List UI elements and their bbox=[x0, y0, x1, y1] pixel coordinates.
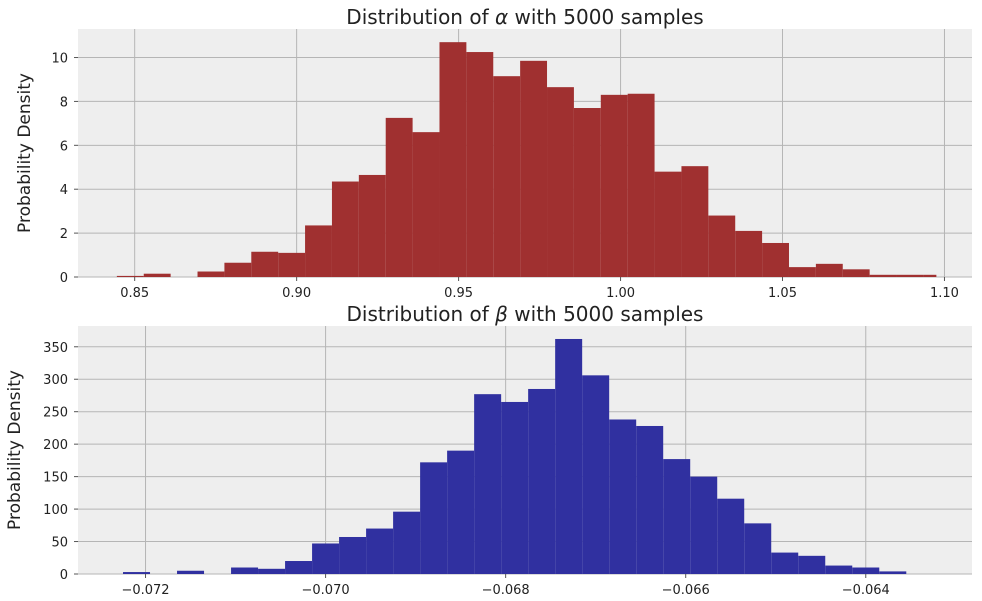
histogram-bar bbox=[798, 555, 826, 574]
histogram-bar bbox=[224, 262, 252, 277]
chart-title-suffix: with 5000 samples bbox=[508, 5, 704, 29]
histogram-bar bbox=[116, 275, 144, 277]
histogram-bar bbox=[278, 252, 306, 277]
x-tick-label: 0.90 bbox=[282, 286, 311, 301]
histogram-bar bbox=[393, 511, 421, 574]
chart-title-symbol: β bbox=[494, 302, 508, 326]
histogram-bar bbox=[358, 174, 386, 277]
histogram-bar bbox=[815, 263, 843, 277]
y-tick-label: 0 bbox=[60, 568, 68, 583]
histogram-bar bbox=[412, 132, 440, 277]
histogram-bar bbox=[663, 459, 691, 574]
histogram-bar bbox=[735, 230, 763, 277]
histogram-bar bbox=[681, 166, 709, 277]
histogram-bar bbox=[923, 274, 937, 277]
histogram-bar bbox=[528, 388, 556, 574]
histogram-bar bbox=[744, 523, 772, 574]
histogram-bar bbox=[609, 419, 637, 574]
y-tick-label: 4 bbox=[60, 183, 68, 198]
histogram-bar bbox=[331, 181, 359, 277]
x-tick-label: −0.070 bbox=[302, 583, 350, 598]
histogram-bar bbox=[771, 552, 799, 574]
histogram-bar bbox=[879, 571, 907, 574]
chart-panel-1: 0.85 0.90 0.95 1.00 1.05 1.10 0 2 4 6 8 10 Distribut… bbox=[15, 5, 972, 301]
y-tick-label: 200 bbox=[43, 438, 68, 453]
histogram-bar bbox=[420, 462, 448, 574]
histogram-bar bbox=[197, 271, 225, 277]
chart-title: Distribution of β with 5000 samples bbox=[347, 302, 704, 326]
histogram-bar bbox=[852, 567, 880, 574]
chart-title-prefix: Distribution of bbox=[347, 302, 496, 326]
x-tick-label: 1.05 bbox=[768, 286, 797, 301]
x-tick-label: −0.068 bbox=[482, 583, 530, 598]
histogram-bar bbox=[501, 401, 529, 574]
histogram-bar bbox=[474, 394, 502, 574]
histogram-bar bbox=[251, 251, 279, 277]
histogram-bar bbox=[520, 60, 548, 277]
histogram-bar bbox=[825, 565, 853, 574]
histogram-bar bbox=[447, 450, 475, 574]
y-tick-label: 10 bbox=[51, 52, 68, 67]
y-tick-label: 350 bbox=[43, 341, 68, 356]
histogram-bar bbox=[312, 543, 340, 574]
histogram-bar bbox=[385, 117, 413, 278]
y-tick-label: 250 bbox=[43, 406, 68, 421]
histogram-bar bbox=[788, 267, 816, 277]
histogram-bar bbox=[654, 171, 682, 277]
histogram-bar bbox=[555, 338, 583, 574]
x-tick-label: 1.00 bbox=[606, 286, 635, 301]
histogram-bar bbox=[690, 476, 718, 574]
x-tick-label: 1.10 bbox=[930, 286, 959, 301]
y-tick-label: 300 bbox=[43, 373, 68, 388]
histogram-bar bbox=[439, 42, 467, 278]
x-tick-label: 0.95 bbox=[444, 286, 473, 301]
y-axis-label: Probability Density bbox=[5, 370, 25, 530]
x-tick-label: −0.064 bbox=[842, 583, 890, 598]
histogram-bar bbox=[896, 274, 924, 277]
y-axis-label: Probability Density bbox=[15, 73, 35, 233]
histogram-bar bbox=[258, 568, 286, 574]
x-tick-label: 0.85 bbox=[120, 286, 149, 301]
y-tick-label: 8 bbox=[60, 95, 68, 110]
y-tick-label: 100 bbox=[43, 503, 68, 518]
y-tick-label: 150 bbox=[43, 471, 68, 486]
histogram-bar bbox=[305, 225, 332, 277]
x-tick-label: −0.072 bbox=[121, 583, 169, 598]
histogram-bar bbox=[762, 242, 789, 277]
x-tick-label: −0.066 bbox=[662, 583, 710, 598]
histogram-bar bbox=[708, 215, 736, 277]
histogram-bar bbox=[143, 273, 171, 277]
histogram-bar bbox=[600, 94, 628, 278]
histogram-bar bbox=[339, 536, 367, 574]
y-tick-label: 6 bbox=[60, 139, 68, 154]
y-tick-label: 2 bbox=[60, 227, 68, 242]
histogram-bar bbox=[869, 274, 897, 277]
chart-title-prefix: Distribution of bbox=[346, 5, 495, 29]
histogram-bar bbox=[231, 567, 259, 574]
histogram-bar bbox=[842, 269, 870, 277]
histogram-bar bbox=[582, 375, 610, 574]
histogram-bar bbox=[573, 108, 601, 277]
histogram-bar bbox=[123, 572, 151, 574]
histogram-bar bbox=[547, 87, 574, 277]
y-tick-label: 50 bbox=[51, 536, 68, 551]
chart-title-suffix: with 5000 samples bbox=[508, 302, 704, 326]
histogram-bar bbox=[466, 52, 494, 277]
y-tick-label: 0 bbox=[60, 271, 68, 286]
histogram-bar bbox=[493, 76, 521, 277]
histogram-bar bbox=[177, 570, 205, 574]
chart-title-symbol: α bbox=[495, 5, 508, 29]
histogram-bar bbox=[636, 425, 664, 574]
histogram-bar bbox=[717, 498, 745, 574]
histogram-bar bbox=[366, 528, 394, 574]
chart-title: Distribution of α with 5000 samples bbox=[346, 5, 703, 29]
histogram-bar bbox=[285, 561, 313, 574]
histogram-bar bbox=[627, 93, 655, 277]
chart-panel-2: −0.072 −0.070 −0.068 −0.066 −0.064 0 50 100 150 2… bbox=[5, 302, 972, 598]
